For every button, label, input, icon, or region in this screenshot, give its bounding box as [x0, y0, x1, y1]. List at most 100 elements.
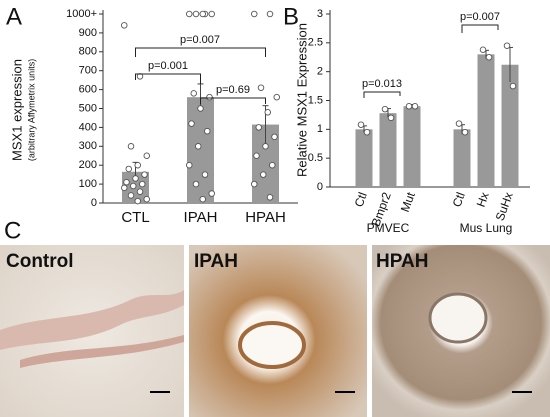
- y-tick-label: 500: [79, 102, 97, 114]
- bar: [187, 97, 214, 203]
- x-tick-label: SuHx: [493, 190, 516, 222]
- significance-bracket: [461, 24, 499, 33]
- x-tick-label: Mut: [398, 190, 418, 214]
- data-point: [461, 128, 469, 136]
- p-value: p=0.007: [460, 11, 500, 23]
- data-point: [208, 190, 215, 197]
- histology-panels: Control IPAH HPAH: [0, 245, 550, 417]
- data-point: [199, 195, 206, 203]
- y-tick-label: 600: [79, 84, 97, 96]
- p-value: p=0.013: [362, 78, 402, 90]
- data-point: [253, 152, 260, 159]
- x-tick-label: HPAH: [245, 209, 286, 226]
- y-tick-label: 2: [317, 66, 323, 78]
- x-tick-label: IPAH: [184, 209, 218, 226]
- data-point: [192, 180, 200, 188]
- data-point: [266, 194, 274, 201]
- y-tick-label: 800: [79, 46, 97, 58]
- image-label: Control: [6, 251, 74, 272]
- data-point: [120, 184, 128, 192]
- y-tick-label: 100: [79, 178, 97, 190]
- y-tick-label: 2.5: [308, 37, 323, 49]
- significance-bracket: [200, 97, 266, 104]
- data-point: [134, 197, 141, 205]
- data-point: [199, 10, 206, 18]
- data-point: [192, 10, 200, 18]
- data-point: [269, 161, 276, 169]
- significance-bracket: [363, 91, 401, 98]
- data-point: [188, 120, 195, 127]
- data-point: [405, 103, 413, 110]
- data-point: [141, 171, 148, 178]
- image-label: HPAH: [376, 251, 428, 272]
- y-tick-label: 400: [79, 121, 97, 133]
- data-point: [260, 171, 267, 178]
- significance-bracket: [135, 73, 201, 84]
- y-tick-label: 1: [317, 123, 323, 135]
- data-point: [266, 10, 274, 18]
- panel-label: A: [6, 3, 22, 30]
- y-tick-label: 900: [79, 27, 97, 39]
- group-label: PMVEC: [367, 221, 410, 235]
- data-point: [262, 143, 269, 150]
- data-point: [125, 165, 132, 173]
- data-point: [123, 178, 130, 186]
- data-point: [138, 180, 146, 188]
- data-point: [250, 180, 258, 188]
- bar: [379, 113, 397, 187]
- panel-label: B: [283, 3, 299, 30]
- data-point: [264, 109, 272, 116]
- p-value: p=0.001: [148, 60, 188, 72]
- y-tick-label: 700: [79, 65, 97, 77]
- data-point: [127, 192, 135, 199]
- y-tick-label: 3: [317, 8, 323, 20]
- y-tick-label: 0: [317, 181, 323, 193]
- data-point: [503, 42, 511, 49]
- tissue: [20, 335, 184, 368]
- vessel-lumen: [428, 292, 488, 344]
- x-tick-label: Hx: [474, 190, 492, 209]
- data-point: [185, 10, 193, 18]
- x-tick-label: Ctl: [352, 190, 370, 209]
- bar: [453, 129, 471, 187]
- data-point: [197, 105, 204, 112]
- bar: [477, 54, 495, 187]
- y-tick-label: 1000+: [66, 8, 97, 20]
- y-tick-label: 300: [79, 140, 97, 152]
- data-point: [257, 84, 265, 91]
- data-point: [132, 175, 139, 182]
- group-label: Mus Lung: [460, 221, 513, 235]
- data-point: [203, 127, 211, 135]
- data-point: [509, 82, 517, 90]
- data-point: [273, 93, 281, 101]
- data-point: [134, 161, 141, 169]
- data-point: [129, 182, 137, 190]
- y-tick-label: 1.5: [308, 94, 323, 106]
- p-value: p=0.69: [216, 84, 250, 96]
- x-tick-label: CTL: [121, 209, 149, 226]
- tissue: [0, 290, 184, 350]
- bar: [403, 106, 421, 187]
- significance-bracket: [135, 47, 266, 57]
- data-point: [485, 54, 493, 61]
- data-point: [201, 171, 209, 178]
- data-point: [455, 120, 463, 127]
- y-axis-label: MSX1 expression: [9, 59, 24, 161]
- data-point: [411, 103, 419, 110]
- panel-label: C: [4, 217, 21, 244]
- bar: [501, 64, 519, 187]
- p-value: p=0.007: [180, 34, 220, 46]
- vessel-lumen: [238, 321, 306, 369]
- x-tick-label: Ctl: [450, 190, 468, 209]
- data-point: [206, 93, 213, 101]
- y-axis-label: Relative MSX1 Expression: [294, 23, 309, 177]
- bar: [355, 129, 373, 187]
- data-point: [143, 195, 150, 203]
- data-point: [255, 124, 262, 131]
- data-point: [381, 105, 389, 113]
- data-point: [271, 133, 278, 141]
- y-tick-label: 0: [91, 197, 97, 209]
- data-point: [208, 10, 215, 18]
- y-tick-label: 200: [79, 159, 97, 171]
